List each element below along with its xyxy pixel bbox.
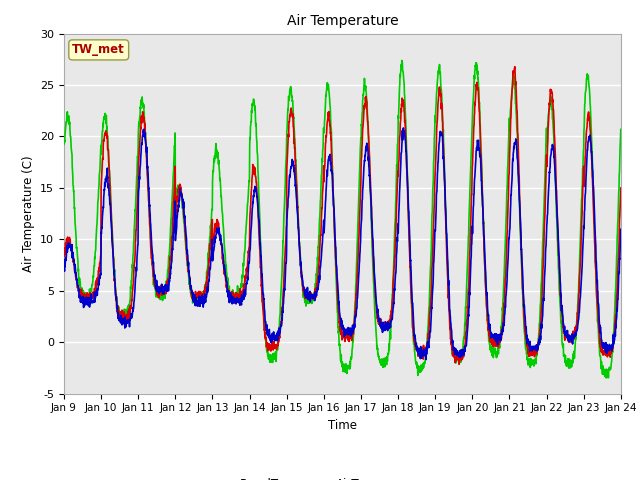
AirT [358,197,366,203]
Title: Air Temperature: Air Temperature [287,14,398,28]
AirT [216,228,223,234]
AM25T_PRT [216,167,223,172]
Line: AM25T_PRT: AM25T_PRT [64,60,621,378]
AM25T_PRT [60,141,68,147]
AM25T_PRT [584,71,591,77]
AirT [617,227,625,232]
AM25T_PRT [504,144,512,149]
PanelT [504,197,512,203]
X-axis label: Time: Time [328,419,357,432]
AM25T_PRT [617,127,625,132]
AM25T_PRT [603,375,611,381]
PanelT [568,336,576,342]
Line: AirT: AirT [64,128,621,360]
PanelT [584,115,591,121]
AirT [584,147,591,153]
AirT [505,238,513,243]
AM25T_PRT [371,301,378,307]
PanelT [358,135,366,141]
PanelT [371,280,378,286]
AM25T_PRT [358,109,366,115]
PanelT [60,250,68,255]
AirT [422,357,429,362]
AirT [568,331,576,337]
AM25T_PRT [398,58,406,63]
PanelT [511,64,518,70]
AM25T_PRT [568,362,575,368]
PanelT [455,361,463,367]
Text: TW_met: TW_met [72,43,125,56]
Legend: PanelT, AirT, AM25T_PRT: PanelT, AirT, AM25T_PRT [196,473,488,480]
Y-axis label: Air Temperature (C): Air Temperature (C) [22,156,35,272]
PanelT [617,185,625,191]
AirT [399,125,407,131]
AirT [60,267,68,273]
Line: PanelT: PanelT [64,67,621,364]
AirT [371,272,378,278]
PanelT [216,230,223,236]
